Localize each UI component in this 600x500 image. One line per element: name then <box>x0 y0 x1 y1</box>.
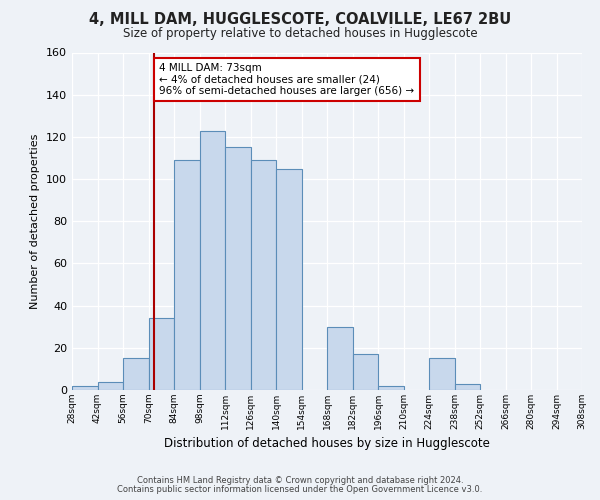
Text: 4 MILL DAM: 73sqm
← 4% of detached houses are smaller (24)
96% of semi-detached : 4 MILL DAM: 73sqm ← 4% of detached house… <box>160 63 415 96</box>
Bar <box>174 160 199 390</box>
Bar <box>327 326 353 390</box>
Bar <box>97 382 123 390</box>
Bar <box>72 386 97 390</box>
Text: Contains public sector information licensed under the Open Government Licence v3: Contains public sector information licen… <box>118 485 482 494</box>
Bar <box>276 168 302 390</box>
Text: Size of property relative to detached houses in Hugglescote: Size of property relative to detached ho… <box>122 28 478 40</box>
Y-axis label: Number of detached properties: Number of detached properties <box>31 134 40 309</box>
Text: Contains HM Land Registry data © Crown copyright and database right 2024.: Contains HM Land Registry data © Crown c… <box>137 476 463 485</box>
Bar <box>199 130 225 390</box>
Bar <box>429 358 455 390</box>
Text: 4, MILL DAM, HUGGLESCOTE, COALVILLE, LE67 2BU: 4, MILL DAM, HUGGLESCOTE, COALVILLE, LE6… <box>89 12 511 28</box>
X-axis label: Distribution of detached houses by size in Hugglescote: Distribution of detached houses by size … <box>164 438 490 450</box>
Bar <box>455 384 480 390</box>
Bar <box>225 148 251 390</box>
Bar <box>123 358 149 390</box>
Bar <box>353 354 378 390</box>
Bar <box>378 386 404 390</box>
Bar <box>251 160 276 390</box>
Bar <box>149 318 174 390</box>
